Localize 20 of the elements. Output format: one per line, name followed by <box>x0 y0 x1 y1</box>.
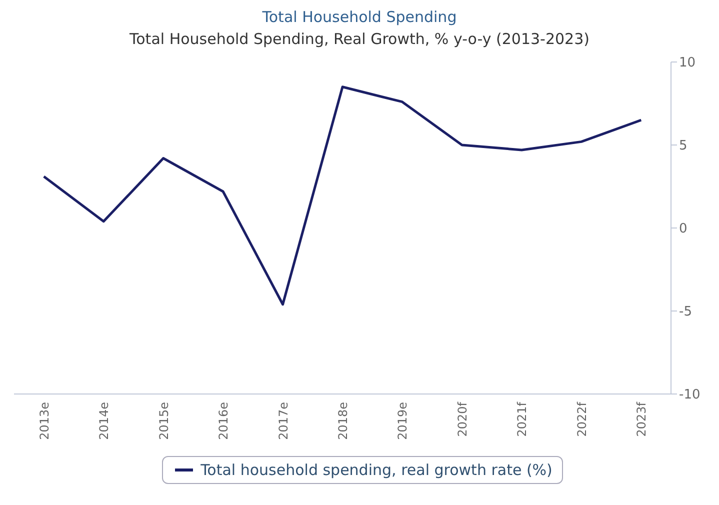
x-tick-label: 2018e <box>336 402 350 440</box>
chart-subtitle: Total Household Spending, Real Growth, % y-o-y (2013-2023) <box>128 30 590 48</box>
line-series <box>42 86 642 306</box>
x-tick-label: 2013e <box>37 402 52 440</box>
x-tick-label: 2020f <box>455 401 470 437</box>
y-tick-label: 5 <box>679 138 688 154</box>
x-tick-label: 2021f <box>515 401 530 437</box>
x-tick-label: 2016e <box>216 402 231 440</box>
x-tick-label: 2014e <box>97 402 112 440</box>
x-tick-label: 2019e <box>396 402 410 440</box>
x-tick-label: 2023f <box>634 401 649 437</box>
x-tick-label: 2017e <box>276 402 290 440</box>
y-tick-label: -5 <box>679 304 692 320</box>
x-tick-label: 2022f <box>574 401 589 437</box>
chart-title: Total Household Spending <box>261 8 458 26</box>
x-tick-label: 2015e <box>156 402 171 440</box>
y-tick-label: 0 <box>679 222 688 237</box>
legend-label: Total household spending, real growth rate (%) <box>200 461 552 479</box>
y-tick-label: -10 <box>679 388 700 403</box>
y-tick-label: 10 <box>679 56 696 71</box>
